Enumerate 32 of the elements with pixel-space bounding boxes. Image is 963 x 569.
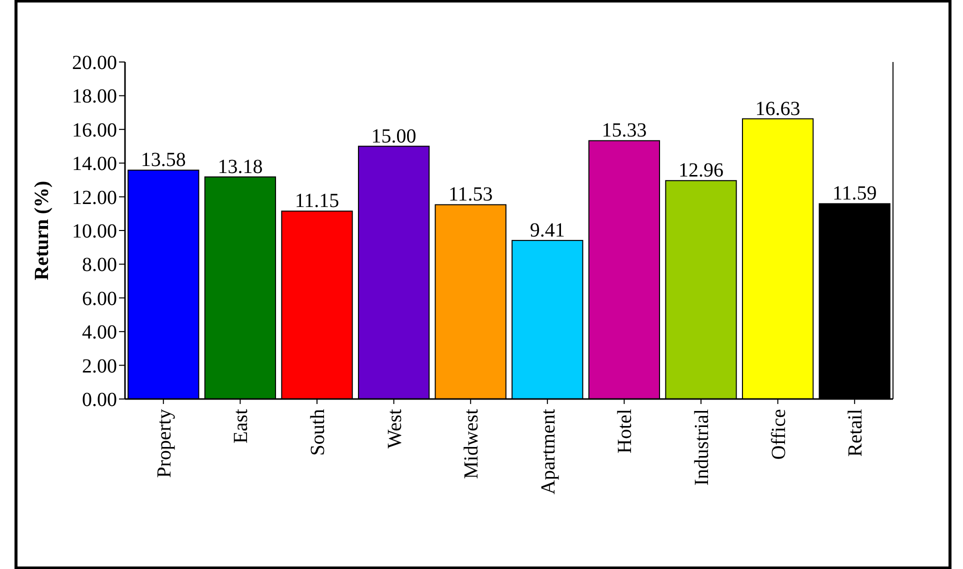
y-tick-label: 16.00 xyxy=(72,119,117,142)
y-tick-label: 14.00 xyxy=(72,153,117,176)
y-axis-title: Return (%) xyxy=(31,180,53,280)
y-tick-label: 0.00 xyxy=(82,389,117,411)
y-tick-label: 12.00 xyxy=(72,186,117,209)
y-tick-label: 18.00 xyxy=(72,86,117,108)
x-tick-label: South xyxy=(307,409,329,456)
data-label: 16.63 xyxy=(755,98,800,120)
x-tick-label: Office xyxy=(768,408,790,460)
y-tick-label: 4.00 xyxy=(82,322,117,344)
data-label: 12.96 xyxy=(678,160,724,182)
data-label: 13.18 xyxy=(218,156,263,178)
x-tick-label: Midwest xyxy=(460,408,483,479)
data-label: 13.58 xyxy=(140,149,186,172)
data-label: 9.41 xyxy=(530,219,565,242)
data-label: 15.00 xyxy=(371,125,416,148)
y-tick-label: 8.00 xyxy=(82,254,117,276)
y-tick-label: 20.00 xyxy=(72,52,117,74)
data-label: 11.15 xyxy=(294,190,340,212)
x-tick-label: Apartment xyxy=(537,408,560,495)
x-tick-label: East xyxy=(230,408,252,444)
data-label: 15.33 xyxy=(602,120,647,142)
y-tick-label: 6.00 xyxy=(82,288,117,310)
y-tick-label: 2.00 xyxy=(82,355,117,378)
x-tick-label: Retail xyxy=(844,408,867,457)
x-tick-label: West xyxy=(384,408,406,448)
x-tick-label: Property xyxy=(153,409,176,478)
x-tick-label: Hotel xyxy=(614,408,636,454)
x-tick-label: Industrial xyxy=(691,408,713,486)
data-label: 11.53 xyxy=(448,184,493,206)
y-tick-label: 10.00 xyxy=(72,220,117,242)
data-label: 11.59 xyxy=(832,182,877,205)
